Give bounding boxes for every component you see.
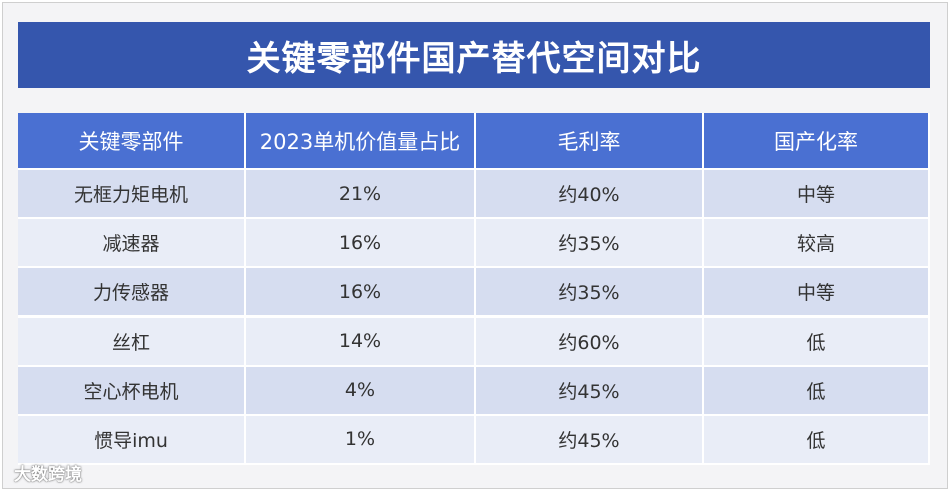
table-cell: 低: [704, 317, 930, 367]
column-header: 关键零部件: [18, 113, 246, 170]
comparison-table: 关键零部件 2023单机价值量占比 毛利率 国产化率 无框力矩电机 21% 约40% 中等 减速…: [18, 113, 930, 465]
table-cell: 力传感器: [18, 268, 246, 318]
watermark: 大数跨境: [14, 465, 82, 485]
table-cell: 低: [704, 366, 930, 416]
table-cell: 约35%: [476, 268, 704, 318]
column-header: 2023单机价值量占比: [246, 113, 476, 170]
table-cell: 约40%: [476, 170, 704, 220]
table-cell: 1%: [246, 415, 476, 465]
table-cell: 丝杠: [18, 317, 246, 367]
table-cell: 无框力矩电机: [18, 170, 246, 220]
table-cell: 惯导imu: [18, 415, 246, 465]
table-cell: 约45%: [476, 366, 704, 416]
table-cell: 16%: [246, 268, 476, 318]
table-cell: 减速器: [18, 219, 246, 269]
table-cell: 14%: [246, 317, 476, 367]
table-cell: 空心杯电机: [18, 366, 246, 416]
table-cell: 中等: [704, 170, 930, 220]
table-cell: 约45%: [476, 415, 704, 465]
table-cell: 约35%: [476, 219, 704, 269]
column-header: 国产化率: [704, 113, 930, 170]
table-cell: 16%: [246, 219, 476, 269]
column-header: 毛利率: [476, 113, 704, 170]
table-cell: 约60%: [476, 317, 704, 367]
title-banner: 关键零部件国产替代空间对比: [18, 22, 930, 88]
table-cell: 中等: [704, 268, 930, 318]
table-cell: 4%: [246, 366, 476, 416]
table-cell: 低: [704, 415, 930, 465]
table-cell: 较高: [704, 219, 930, 269]
title: 关键零部件国产替代空间对比: [246, 38, 702, 79]
table-cell: 21%: [246, 170, 476, 220]
